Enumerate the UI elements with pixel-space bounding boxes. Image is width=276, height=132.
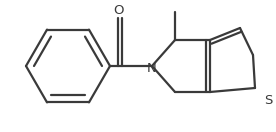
Text: O: O (113, 4, 123, 18)
Text: N: N (147, 62, 157, 74)
Text: S: S (264, 93, 272, 107)
